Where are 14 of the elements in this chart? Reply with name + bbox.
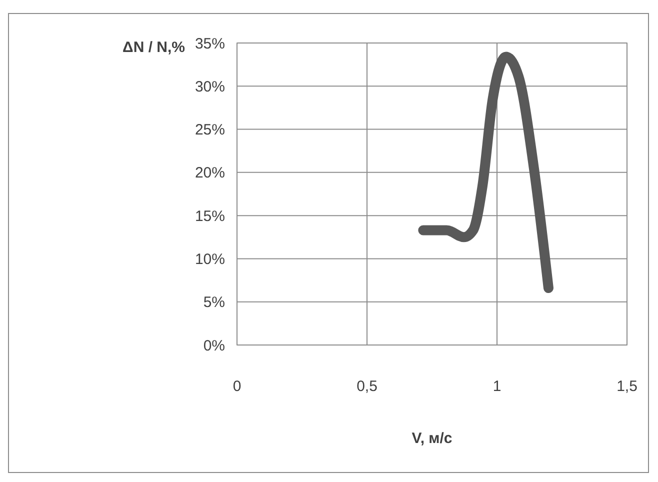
y-tick-label: 25%: [194, 122, 225, 139]
x-axis-title: V, м/с: [412, 430, 452, 447]
y-tick-label: 5%: [203, 294, 225, 312]
x-tick-label: 0,5: [356, 378, 378, 395]
y-tick-label: 15%: [194, 208, 225, 225]
y-tick-label: 35%: [194, 35, 225, 52]
x-tick-label: 1,5: [616, 378, 638, 395]
y-tick-label: 30%: [194, 78, 225, 96]
y-tick-label: 20%: [194, 164, 225, 182]
x-tick-label: 1: [492, 378, 502, 395]
x-tick-label: 0: [232, 378, 242, 395]
y-tick-label: 10%: [194, 250, 225, 268]
y-axis-title: ΔN / N,%: [122, 39, 185, 56]
y-tick-label: 0%: [203, 337, 225, 354]
